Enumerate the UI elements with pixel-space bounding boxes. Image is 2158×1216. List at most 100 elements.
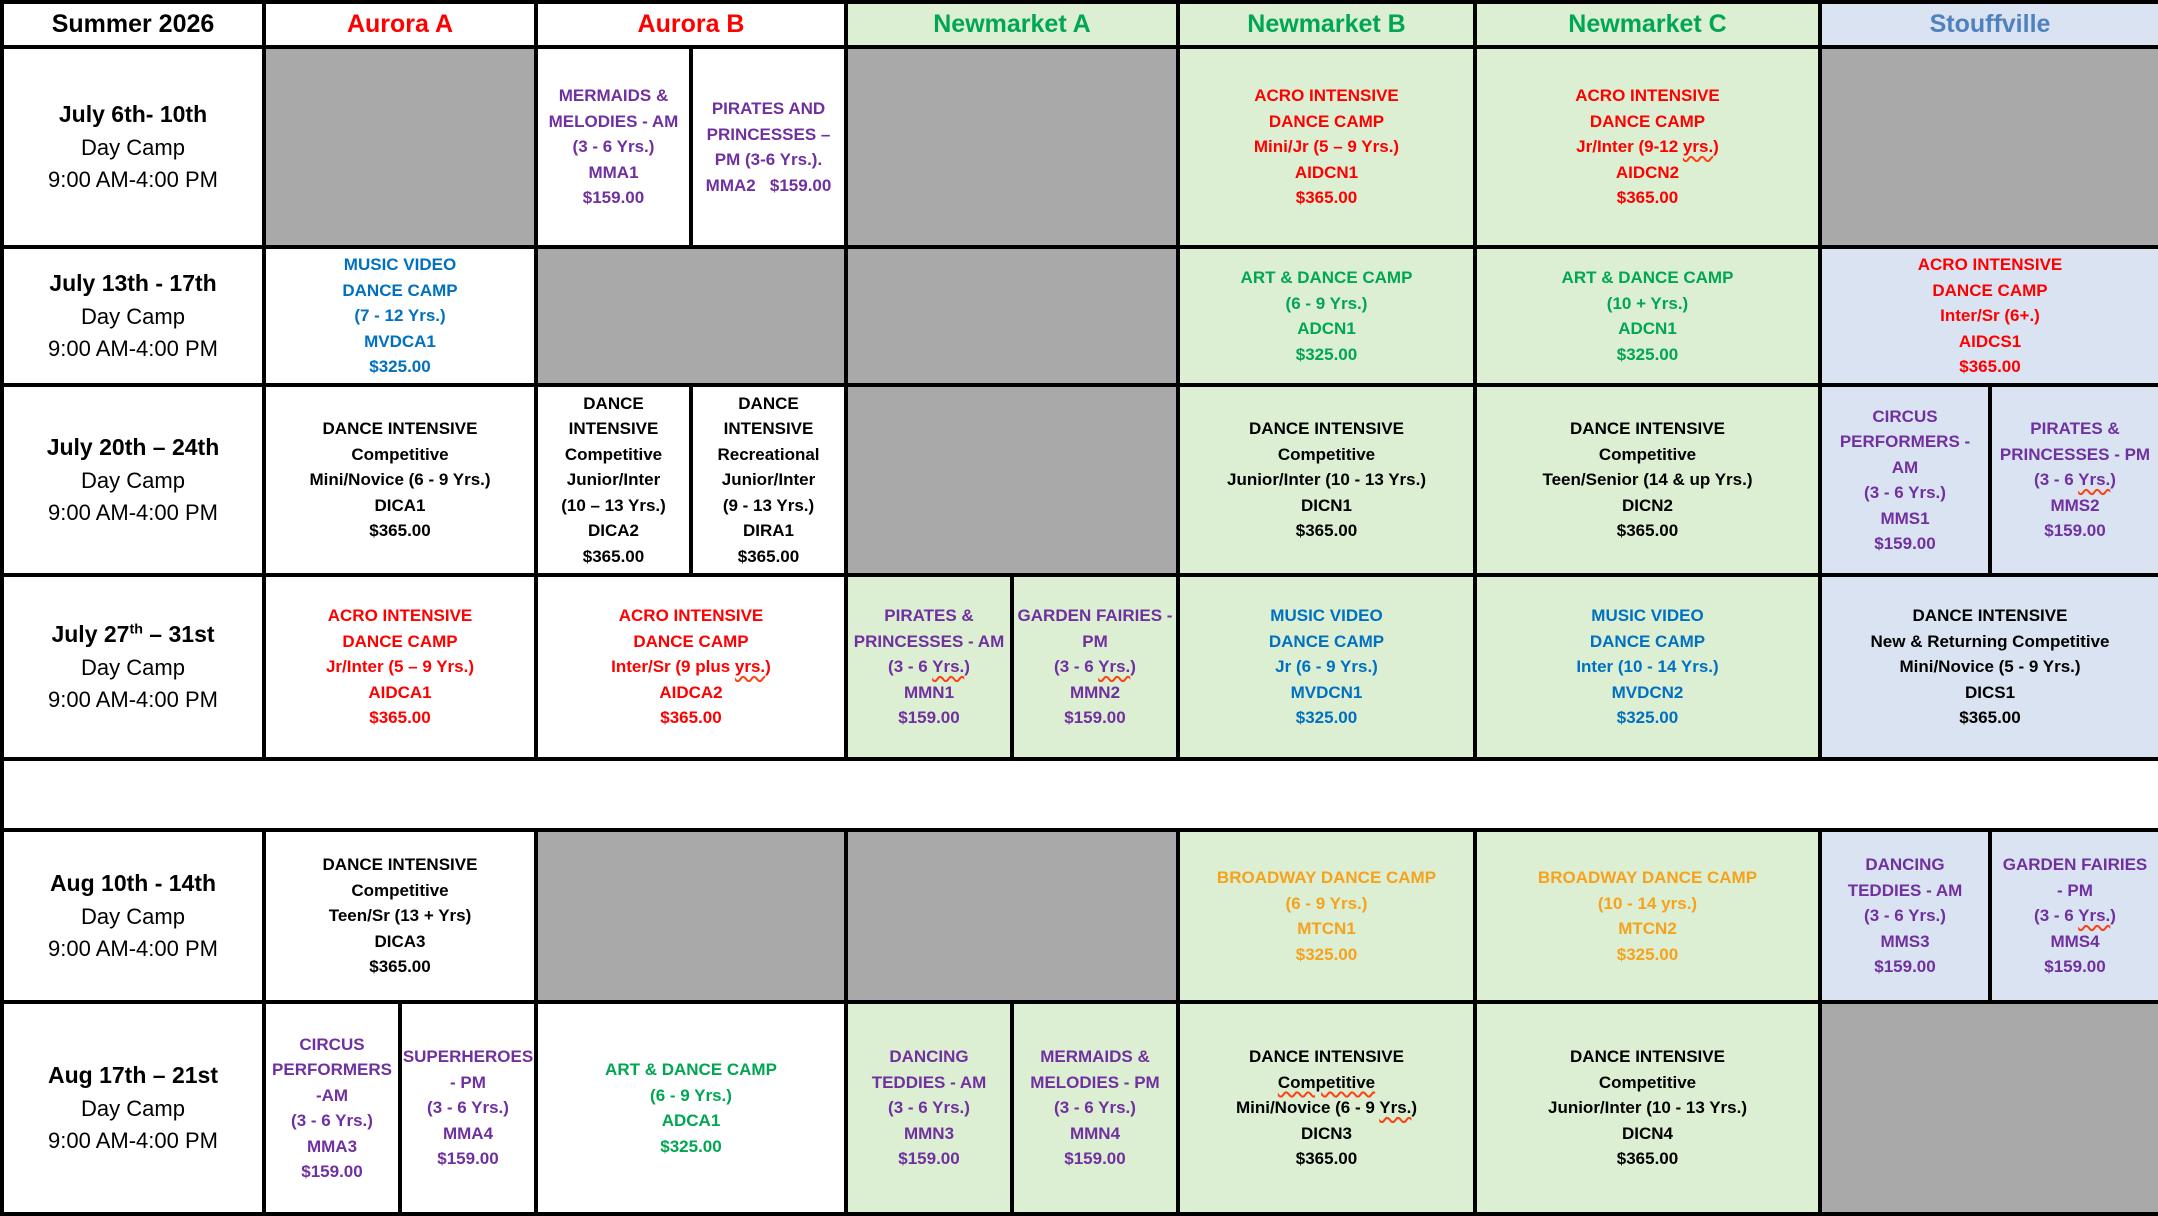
- cell-july-6-10-week: July 6th- 10th Day Camp 9:00 AM-4:00 PM: [2, 47, 264, 247]
- text-line: MMS2: [2050, 495, 2100, 515]
- text-segment: (3 - 6: [1054, 657, 1099, 677]
- text-line: DICN3: [1300, 1123, 1352, 1143]
- price-line: $365.00: [1616, 521, 1679, 541]
- text-line: TEDDIES - AM: [871, 1072, 987, 1092]
- text-segment: (3 - 6: [2034, 470, 2079, 490]
- price-line: $325.00: [1616, 708, 1679, 728]
- text-line: (3 - 6 Yrs.): [2034, 903, 2116, 929]
- text-line: MMA3: [306, 1136, 358, 1156]
- text-line: Jr/Inter (9-12 yrs.): [1576, 134, 1719, 160]
- text-line: Teen/Sr (13 + Yrs): [328, 906, 472, 926]
- text-line: ACRO INTENSIVE: [618, 606, 764, 626]
- text-line: PRINCESSES –: [706, 124, 831, 144]
- price-line: $159.00: [1874, 534, 1936, 553]
- text-line: MMN2: [1069, 682, 1121, 702]
- cell-aug-17-21-week: Aug 17th – 21st Day Camp 9:00 AM-4:00 PM: [2, 1002, 264, 1214]
- text-line: DANCE CAMP: [1268, 631, 1385, 651]
- cell-july-13-17-stouffville: ACRO INTENSIVE DANCE CAMP Inter/Sr (6+.) AI…: [1820, 247, 2158, 385]
- text-line: DICN4: [1621, 1123, 1673, 1143]
- price-line: $365.00: [1295, 521, 1358, 541]
- text-line: (3 - 6 Yrs.): [1864, 906, 1946, 926]
- text-segment: ): [2110, 470, 2116, 490]
- text-line: MMA1: [588, 162, 639, 182]
- price-line: $159.00: [437, 1149, 499, 1169]
- cell-july-20-24-week: July 20th – 24th Day Camp 9:00 AM-4:00 PM: [2, 385, 264, 575]
- text-line: PIRATES &: [884, 606, 974, 626]
- column-header-week: Summer 2026: [2, 2, 264, 47]
- text-line: GARDEN FAIRIES: [2002, 855, 2148, 875]
- text-line: Junior/Inter (10 - 13 Yrs.): [1226, 470, 1427, 490]
- cell-aug-17-21-aurora-b: ART & DANCE CAMP (6 - 9 Yrs.) ADCA1 $325.00: [536, 1002, 846, 1214]
- text-line: INTENSIVE: [568, 419, 659, 439]
- text-line: Competitive: [1278, 1070, 1375, 1096]
- text-line: 9:00 AM-4:00 PM: [48, 686, 218, 712]
- text-line: Jr (6 - 9 Yrs.): [1275, 657, 1378, 677]
- text-line: ADCN1: [1297, 319, 1356, 338]
- text-line: Competitive: [351, 444, 449, 464]
- text-line: July 13th - 17th: [49, 270, 217, 297]
- column-header-label: Stouffville: [1929, 9, 2051, 38]
- cell-july-20-24-stouffville-am: CIRCUS PERFORMERS - AM (3 - 6 Yrs.) MMS1 $159…: [1820, 385, 1990, 575]
- column-header-newmarket-a: Newmarket A: [846, 2, 1178, 47]
- text-line: DANCING: [1865, 855, 1945, 875]
- price-line: $365.00: [737, 546, 800, 566]
- cell-aug-10-14-newmarket-a: [846, 830, 1178, 1002]
- text-line: MELODIES - PM: [1030, 1072, 1160, 1092]
- spellcheck-squiggle-text: yrs.: [734, 657, 766, 677]
- text-line: ACRO INTENSIVE: [327, 606, 473, 626]
- column-header-label: Summer 2026: [51, 9, 215, 38]
- text-line: DANCE INTENSIVE: [322, 419, 478, 439]
- price-line: $159.00: [301, 1162, 363, 1181]
- text-line: MMN1: [903, 682, 955, 702]
- text-line: Junior/Inter: [566, 470, 661, 490]
- price-line: $325.00: [369, 357, 431, 377]
- text-line: PM (3-6 Yrs.).: [714, 150, 823, 169]
- price-line: $365.00: [369, 708, 431, 728]
- text-line: MVDCN1: [1290, 682, 1363, 702]
- cell-july-13-17-aurora-b: [536, 247, 846, 385]
- text-line: (3 - 6 Yrs.): [888, 654, 970, 680]
- text-line: MUSIC VIDEO: [1591, 606, 1704, 626]
- spellcheck-squiggle-text: Yrs.: [932, 657, 965, 677]
- text-line: Day Camp: [81, 1095, 185, 1121]
- text-line: Inter (10 - 14 Yrs.): [1576, 657, 1719, 677]
- text-line: AIDCS1: [1958, 331, 2022, 351]
- cell-july-20-24-stouffville-pm: PIRATES & PRINCESSES - PM (3 - 6 Yrs.) MMS2…: [1990, 385, 2158, 575]
- cell-aug-10-14-newmarket-c: BROADWAY DANCE CAMP (10 - 14 yrs.) MTCN2 $3…: [1475, 830, 1820, 1002]
- text-line: CIRCUS: [1872, 406, 1938, 426]
- price-line: $325.00: [1295, 708, 1358, 728]
- text-line: DANCE: [583, 393, 644, 413]
- text-line: DANCE: [738, 393, 799, 413]
- price-line: $365.00: [1295, 1149, 1358, 1169]
- text-line: MERMAIDS &: [558, 86, 669, 106]
- text-line: BROADWAY DANCE CAMP: [1537, 868, 1758, 887]
- text-line: ACRO INTENSIVE: [1917, 255, 2063, 275]
- text-line: 9:00 AM-4:00 PM: [48, 166, 218, 192]
- text-line: (3 - 6 Yrs.): [1864, 483, 1946, 502]
- text-line: (6 - 9 Yrs.): [1285, 293, 1368, 313]
- column-header-newmarket-b: Newmarket B: [1178, 2, 1475, 47]
- text-line: New & Returning Competitive: [1870, 631, 2110, 651]
- price-line: $365.00: [1959, 708, 2021, 728]
- text-line: AIDCA2: [659, 682, 723, 702]
- cell-july-27-31-newmarket-c: MUSIC VIDEO DANCE CAMP Inter (10 - 14 Yrs.…: [1475, 575, 1820, 759]
- price-line: $159.00: [2044, 521, 2106, 541]
- price-line: $159.00: [2044, 957, 2106, 977]
- text-line: DANCE INTENSIVE: [1570, 1047, 1725, 1067]
- text-line: BROADWAY DANCE CAMP: [1216, 868, 1437, 887]
- text-line: DANCE INTENSIVE: [1912, 606, 2068, 626]
- column-header-stouffville: Stouffville: [1820, 2, 2158, 47]
- cell-july-27-31-stouffville: DANCE INTENSIVE New & Returning Competiti…: [1820, 575, 2158, 759]
- text-line: (7 - 12 Yrs.): [354, 306, 446, 326]
- spellcheck-squiggle-text: Yrs.: [1379, 1098, 1412, 1118]
- cell-aug-10-14-stouffville-am: DANCING TEDDIES - AM (3 - 6 Yrs.) MMS3 $159.…: [1820, 830, 1990, 1002]
- price-line: $325.00: [1295, 344, 1358, 364]
- text-line: Day Camp: [81, 303, 185, 329]
- text-line: (6 - 9 Yrs.): [1285, 893, 1368, 913]
- text-line: MMN3: [903, 1123, 955, 1143]
- text-line: INTENSIVE: [723, 419, 814, 439]
- cell-july-20-24-newmarket-c: DANCE INTENSIVE Competitive Teen/Senior (1…: [1475, 385, 1820, 575]
- text-line: CIRCUS: [299, 1034, 365, 1054]
